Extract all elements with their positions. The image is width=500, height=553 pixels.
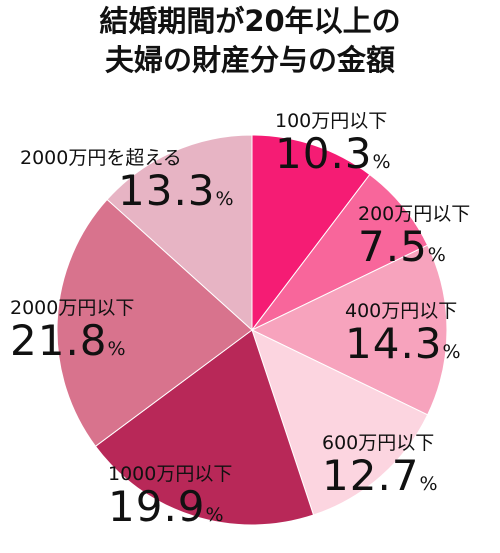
pie-slice-2 (250, 244, 448, 416)
category-label: 400万円以下 (345, 300, 458, 322)
value-label: 10.3% (275, 129, 391, 178)
label-400man: 400万円以下 14.3% (345, 300, 461, 375)
category-label: 2000万円を超える (20, 147, 182, 169)
category-label: 100万円以下 (275, 110, 388, 132)
label-100man: 100万円以下 10.3% (275, 110, 391, 185)
value-label: 13.3% (118, 166, 234, 215)
title-line-2: 夫婦の財産分与の金額 (104, 43, 395, 77)
category-label: 1000万円以下 (108, 463, 233, 485)
pie-slice-4 (94, 329, 315, 526)
value-label: 14.3% (345, 319, 461, 368)
category-label: 600万円以下 (322, 432, 435, 454)
chart-title: 結婚期間が20年以上の 夫婦の財産分与の金額 (0, 2, 500, 80)
label-2000man: 2000万円以下 21.8% (10, 297, 134, 372)
category-label: 200万円以下 (358, 203, 471, 225)
value-label: 12.7% (322, 451, 438, 500)
label-600man: 600万円以下 12.7% (322, 432, 438, 507)
category-label: 2000万円以下 (10, 297, 135, 319)
pie-slice-5 (56, 198, 253, 447)
label-1000man: 1000万円以下 19.9% (108, 463, 232, 538)
label-200man: 200万円以下 7.5% (358, 203, 470, 278)
pie-slice-3 (251, 329, 429, 516)
pie-slice-0 (251, 134, 371, 332)
value-label: 7.5% (358, 222, 446, 271)
title-line-1: 結婚期間が20年以上の (99, 4, 401, 38)
pie-slice-6 (106, 134, 253, 332)
value-label: 21.8% (10, 316, 126, 365)
label-over-2000man: 2000万円を超える 13.3% (20, 147, 234, 222)
value-label: 19.9% (108, 482, 224, 531)
